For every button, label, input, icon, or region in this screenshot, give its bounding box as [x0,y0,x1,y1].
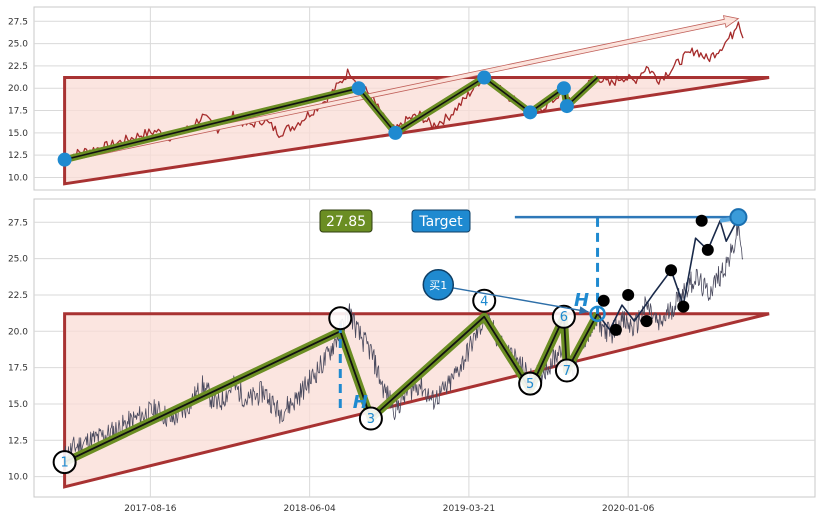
top-y-tick-label: 17.5 [8,107,28,117]
bottom-y-tick-label: 15.0 [8,400,28,410]
bottom-wave-pivot-label: 5 [526,377,534,392]
bottom-target-badge-text: Target [418,214,463,230]
bottom-price-line [64,221,744,464]
bottom-wave-pivot [328,306,353,331]
bottom-panel: 10.0 12.5 15.0 17.5 20.0 22.5 25.0 27.5 2017-08-… [8,198,816,514]
bottom-buy-arrow-head [578,306,589,315]
bottom-breakout-dot [677,300,690,313]
bottom-wave-pivot [551,304,576,329]
bottom-h-label: H [353,392,368,413]
top-y-tick-label: 15.0 [8,129,28,139]
top-pivot-point [351,81,366,96]
bottom-wave-pivot-label: 6 [560,310,568,325]
top-y-tick-label: 27.5 [8,17,28,27]
bottom-breakout-dot [695,214,708,227]
bottom-buy-arrow-line [452,287,589,313]
bottom-wave-pivot-label: 1 [60,456,68,471]
bottom-breakout-dot [622,288,635,301]
bottom-wave-pivot-label: 7 [563,364,571,379]
top-y-tick-label: 25.0 [8,40,28,50]
bottom-buy-label: 买1 [429,279,447,292]
bottom-target-value-text: 27.85 [326,214,366,230]
bottom-breakout-dot [665,264,678,277]
bottom-wave-pivot [358,406,383,431]
top-y-tick-label: 10.0 [8,174,28,184]
bottom-breakout-dot [597,294,610,307]
bottom-wave-pivot [472,288,497,313]
top-triangle [63,76,770,186]
bottom-target-point [729,208,748,227]
bottom-wave-pivot [52,450,77,475]
bottom-triangle [63,312,770,489]
bottom-breakout-dot [640,315,653,328]
bottom-buy-marker [422,269,455,301]
bottom-x-tick-label: 2018-06-04 [283,504,336,514]
bottom-y-tick-label: 20.0 [8,327,28,337]
bottom-wave-pivot [554,358,579,383]
bottom-y-tick-label: 22.5 [8,291,28,301]
bottom-y-tick-label: 27.5 [8,218,28,228]
top-y-tick-label: 12.5 [8,151,28,161]
bottom-target-badge [411,209,471,233]
top-y-tick-label: 20.0 [8,84,28,94]
bottom-y-tick-label: 12.5 [8,436,28,446]
bottom-h-label: H [574,290,589,311]
bottom-x-tick-label: 2020-01-06 [602,504,655,514]
bottom-breakout-pivot [589,305,606,323]
top-pivot-point [388,125,403,140]
top-pivot-point [556,81,571,96]
bottom-breakout-dot [609,323,622,336]
bottom-breakout-dot [701,243,714,256]
bottom-wave-pivot [518,371,543,396]
top-pivot-point [477,70,492,85]
top-pivot-point [523,105,538,120]
bottom-breakout-line [596,217,740,331]
top-y-tick-label: 22.5 [8,62,28,72]
top-pivot-point [57,152,72,167]
bottom-wave-pivot-label: 4 [480,294,488,309]
bottom-wave-pivot-label: 3 [367,412,375,427]
bottom-x-tick-label: 2017-08-16 [124,504,177,514]
bottom-target-value-badge [319,209,373,233]
bottom-x-tick-label: 2019-03-21 [443,504,495,514]
top-pivot-point [559,99,574,114]
top-panel: 10.0 12.5 15.0 17.5 20.0 22.5 25.0 27.5 [8,6,816,191]
bottom-y-tick-label: 10.0 [8,473,28,483]
bottom-y-tick-label: 17.5 [8,364,28,374]
bottom-y-tick-label: 25.0 [8,255,28,265]
